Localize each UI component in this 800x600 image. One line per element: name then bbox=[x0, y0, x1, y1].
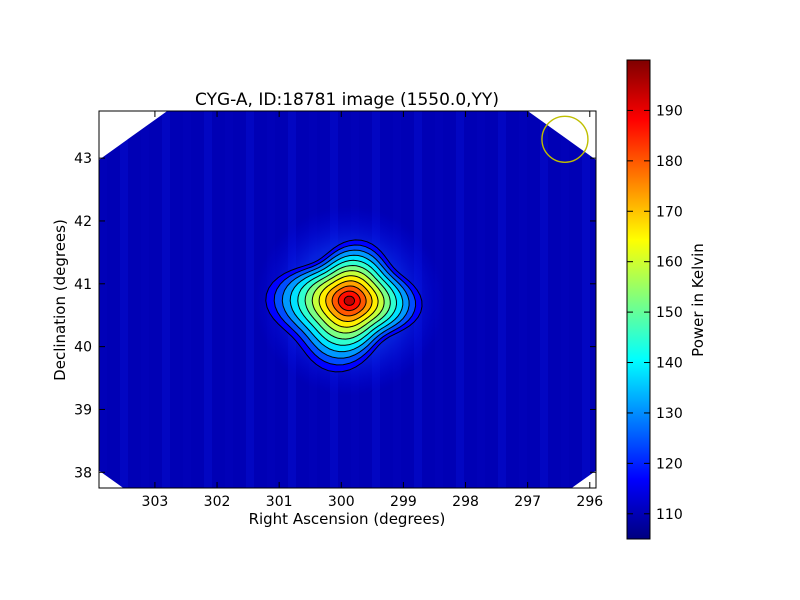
background-stripe bbox=[162, 111, 170, 488]
colorbar-tick-label: 110 bbox=[656, 507, 683, 523]
colorbar-tick-label: 150 bbox=[656, 305, 683, 321]
x-axis-ticks: 303 302 301 300 299 298 297 296 bbox=[142, 111, 603, 510]
background-stripe bbox=[246, 111, 254, 488]
y-axis-label: Declination (degrees) bbox=[51, 219, 69, 381]
x-tick-label: 300 bbox=[328, 494, 355, 510]
x-axis-label: Right Ascension (degrees) bbox=[249, 510, 446, 528]
x-tick-label: 303 bbox=[142, 494, 169, 510]
background-stripe bbox=[456, 111, 464, 488]
background-stripe bbox=[183, 111, 191, 488]
x-tick-label: 301 bbox=[266, 494, 293, 510]
contour-level bbox=[343, 295, 355, 306]
heatmap-plot-area bbox=[99, 111, 596, 488]
colorbar-label: Power in Kelvin bbox=[689, 243, 707, 357]
x-tick-label: 302 bbox=[204, 494, 231, 510]
background-stripe bbox=[99, 111, 107, 488]
y-tick-label: 40 bbox=[74, 340, 92, 356]
background-stripe bbox=[225, 111, 233, 488]
colorbar-tick-label: 160 bbox=[656, 255, 683, 271]
y-tick-label: 39 bbox=[74, 402, 92, 418]
background-stripe bbox=[498, 111, 506, 488]
y-axis-ticks: 38 39 40 41 42 43 bbox=[74, 151, 596, 481]
background-stripe bbox=[540, 111, 548, 488]
colorbar-tick-label: 170 bbox=[656, 204, 683, 220]
source-contours bbox=[265, 239, 423, 373]
chart-title: CYG-A, ID:18781 image (1550.0,YY) bbox=[195, 90, 499, 110]
colorbar-tick-label: 190 bbox=[656, 103, 683, 119]
background-stripe bbox=[141, 111, 149, 488]
background-stripe bbox=[519, 111, 527, 488]
colorbar-tick-label: 180 bbox=[656, 154, 683, 170]
colorbar-tick-label: 130 bbox=[656, 406, 683, 422]
y-tick-label: 43 bbox=[74, 151, 92, 167]
y-tick-label: 41 bbox=[74, 277, 92, 293]
x-tick-label: 297 bbox=[514, 494, 541, 510]
x-tick-label: 299 bbox=[390, 494, 417, 510]
colorbar-ticks: 110 120 130 140 150 160 170 180 190 bbox=[627, 103, 683, 523]
colorbar bbox=[626, 59, 651, 540]
background-stripe bbox=[120, 111, 128, 488]
background-stripe bbox=[204, 111, 212, 488]
x-tick-label: 296 bbox=[576, 494, 603, 510]
x-tick-label: 298 bbox=[452, 494, 479, 510]
colorbar-tick-label: 140 bbox=[656, 356, 683, 372]
axes-frame bbox=[98, 110, 597, 489]
beam-marker bbox=[541, 115, 589, 163]
background-stripe bbox=[561, 111, 569, 488]
colorbar-tick-label: 120 bbox=[656, 456, 683, 472]
background-stripe bbox=[477, 111, 485, 488]
y-tick-label: 38 bbox=[74, 465, 92, 481]
y-tick-label: 42 bbox=[74, 214, 92, 230]
background-stripe bbox=[582, 111, 590, 488]
